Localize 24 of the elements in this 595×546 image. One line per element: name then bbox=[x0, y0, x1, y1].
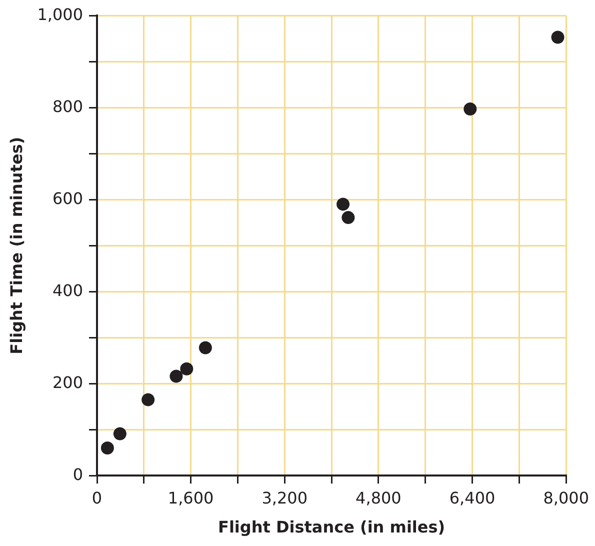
x-tick-label: 8,000 bbox=[543, 488, 590, 508]
y-tick-label: 200 bbox=[52, 372, 84, 392]
point bbox=[142, 393, 155, 406]
point bbox=[551, 30, 564, 44]
y-tick-label: 0 bbox=[72, 464, 84, 484]
x-tick-label: 4,800 bbox=[356, 488, 402, 508]
y-tick-label: 600 bbox=[52, 188, 84, 208]
x-tick-label: 1,600 bbox=[168, 488, 214, 508]
y-tick-label: 800 bbox=[52, 96, 84, 116]
point bbox=[180, 362, 194, 376]
point bbox=[198, 341, 212, 354]
point bbox=[113, 427, 126, 440]
x-tick-label: 3,200 bbox=[262, 488, 308, 508]
point bbox=[170, 370, 183, 383]
x-tick-label: 0 bbox=[92, 488, 102, 508]
point bbox=[100, 442, 114, 454]
y-axis-title: Flight Time (in minutes) bbox=[6, 136, 26, 354]
y-tick-label: 400 bbox=[52, 280, 84, 300]
x-tick-label: 6,400 bbox=[449, 488, 496, 508]
y-tick-label: 1,000 bbox=[37, 4, 84, 24]
x-axis-title: Flight Distance (in miles) bbox=[218, 518, 446, 537]
point bbox=[342, 211, 355, 224]
point bbox=[464, 102, 477, 116]
point bbox=[336, 198, 350, 211]
